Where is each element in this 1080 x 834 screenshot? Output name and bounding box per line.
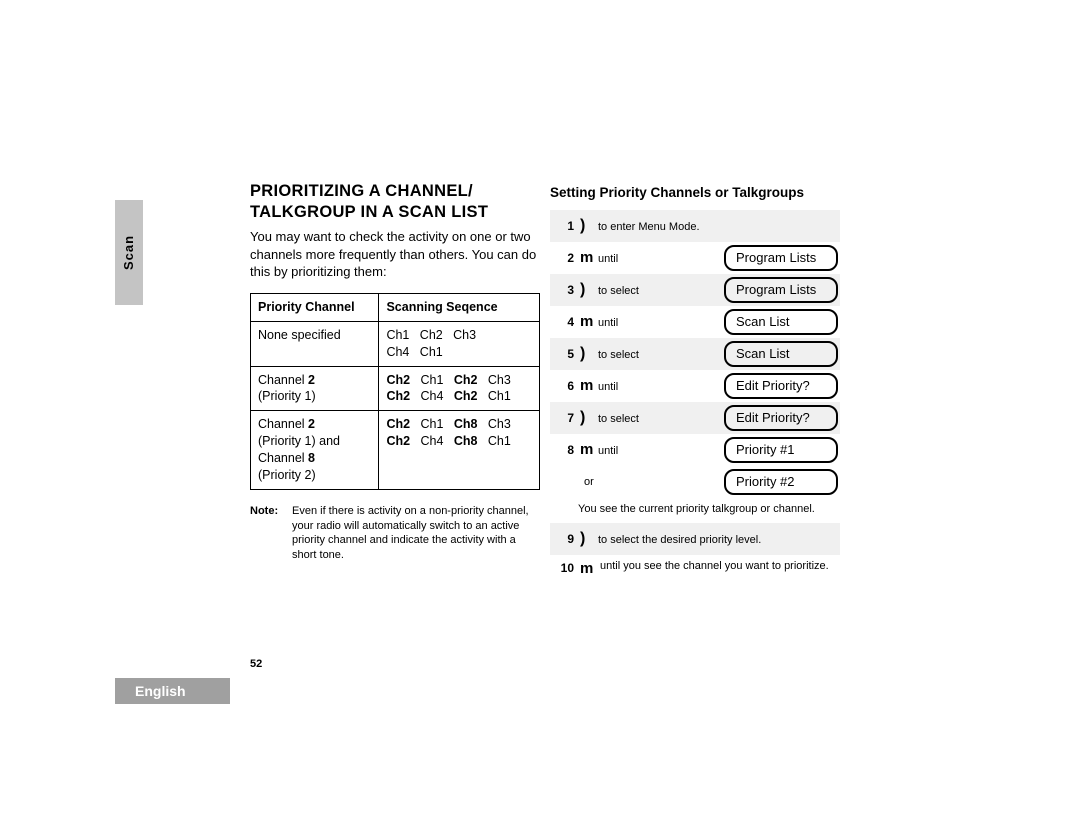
step: 5)to selectScan List [550, 338, 840, 370]
step-helper: You see the current priority talkgroup o… [550, 498, 840, 523]
step: 9)to select the desired priority level. [550, 523, 840, 555]
step: 6muntilEdit Priority? [550, 370, 840, 402]
english-tab: English [115, 678, 230, 704]
step: 3)to selectProgram Lists [550, 274, 840, 306]
display-box: Scan List [724, 309, 838, 335]
display-box: Program Lists [724, 277, 838, 303]
step: 4muntilScan List [550, 306, 840, 338]
th-scanning-sequence: Scanning Seqence [379, 293, 540, 321]
table-row: Channel 2(Priority 1) andChannel 8(Prior… [251, 411, 540, 490]
intro-text: You may want to check the activity on on… [250, 228, 540, 281]
display-box: Priority #2 [724, 469, 838, 495]
step: 1)to enter Menu Mode. [550, 210, 840, 242]
right-column: Setting Priority Channels or Talkgroups … [550, 184, 840, 583]
priority-table: Priority Channel Scanning Seqence None s… [250, 293, 540, 490]
page-title: PRIORITIZING A CHANNEL/ TALKGROUP IN A S… [250, 181, 540, 222]
display-box: Scan List [724, 341, 838, 367]
steps-list: 1)to enter Menu Mode.2muntilProgram List… [550, 210, 840, 583]
display-box: Priority #1 [724, 437, 838, 463]
step-or: orPriority #2 [550, 466, 840, 498]
scan-tab: Scan [115, 200, 143, 305]
note: Note: Even if there is activity on a non… [250, 504, 540, 563]
section-title: Setting Priority Channels or Talkgroups [550, 184, 840, 202]
display-box: Edit Priority? [724, 405, 838, 431]
left-column: PRIORITIZING A CHANNEL/ TALKGROUP IN A S… [250, 181, 540, 563]
step: 10muntil you see the channel you want to… [550, 555, 840, 583]
page-number: 52 [250, 658, 262, 670]
display-box: Edit Priority? [724, 373, 838, 399]
display-box: Program Lists [724, 245, 838, 271]
th-priority-channel: Priority Channel [251, 293, 379, 321]
table-row: Channel 2(Priority 1)Ch2 Ch1 Ch2 Ch3Ch2 … [251, 366, 540, 411]
table-row: None specifiedCh1 Ch2 Ch3Ch4 Ch1 [251, 321, 540, 366]
step: 7)to selectEdit Priority? [550, 402, 840, 434]
step: 2muntilProgram Lists [550, 242, 840, 274]
step: 8muntilPriority #1 [550, 434, 840, 466]
